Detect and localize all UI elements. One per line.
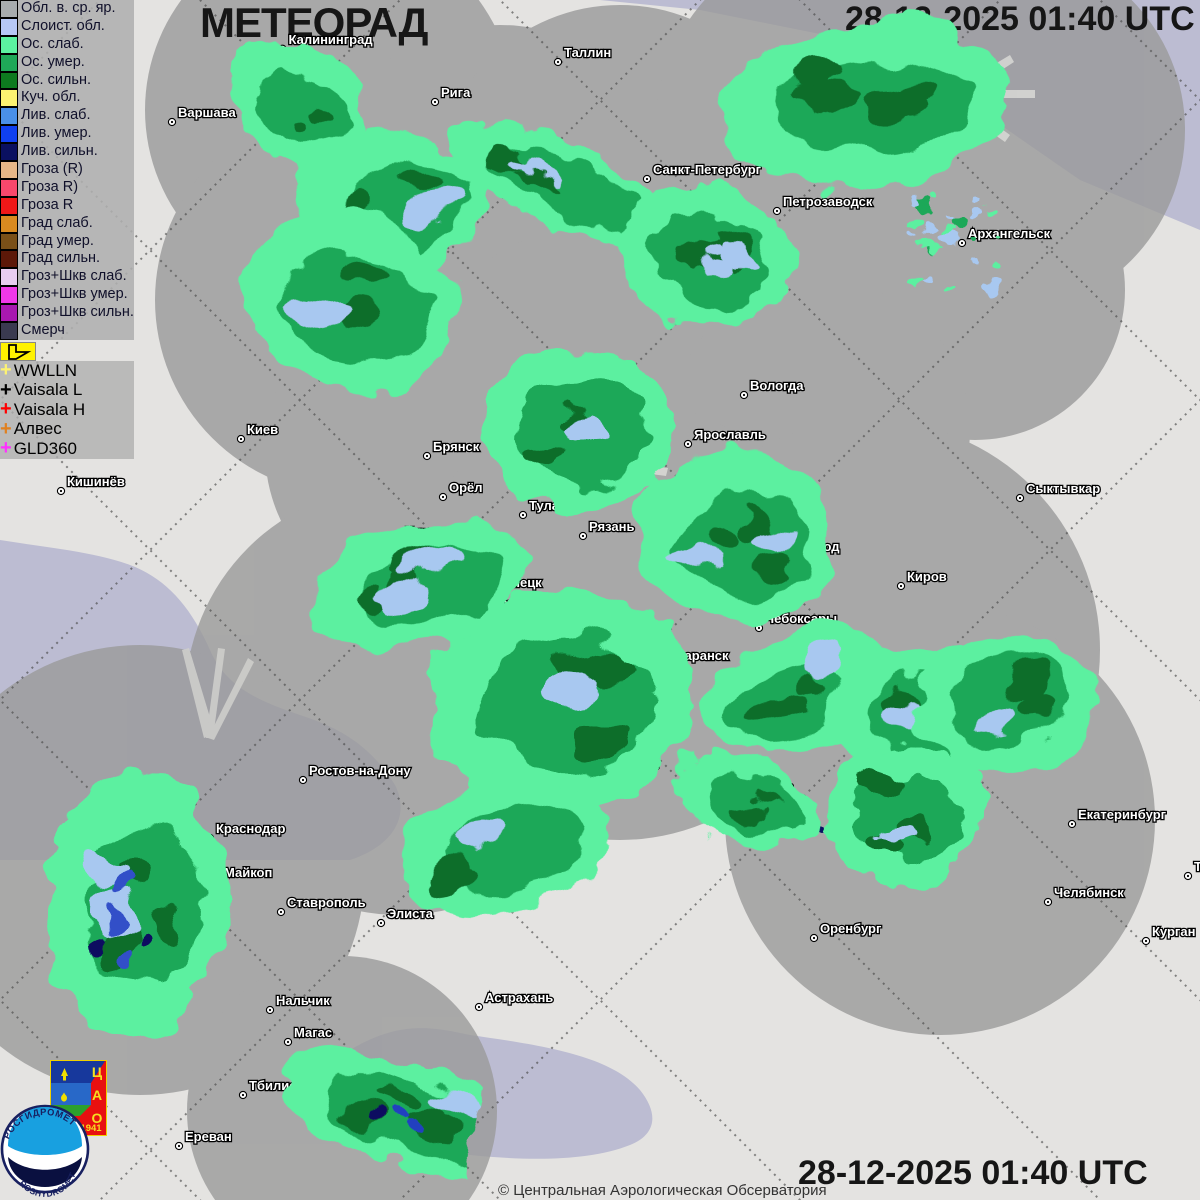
svg-text:Вологда: Вологда <box>750 378 804 393</box>
svg-text:Киев: Киев <box>247 422 278 437</box>
svg-text:Варшава: Варшава <box>178 105 236 120</box>
svg-text:Челябинск: Челябинск <box>1054 885 1124 900</box>
svg-text:А: А <box>92 1087 102 1103</box>
svg-text:Майкоп: Майкоп <box>224 865 272 880</box>
svg-text:Рязань: Рязань <box>589 519 634 534</box>
svg-text:Элиста: Элиста <box>387 906 434 921</box>
svg-text:Ростов-на-Дону: Ростов-на-Дону <box>309 763 411 778</box>
svg-text:Ярославль: Ярославль <box>694 427 766 442</box>
svg-text:Кишинёв: Кишинёв <box>67 474 125 489</box>
svg-text:Краснодар: Краснодар <box>216 821 285 836</box>
svg-text:Сыктывкар: Сыктывкар <box>1026 481 1100 496</box>
svg-text:Астрахань: Астрахань <box>485 990 553 1005</box>
svg-text:Орёл: Орёл <box>449 480 483 495</box>
svg-text:Санкт-Петербург: Санкт-Петербург <box>653 162 762 177</box>
svg-text:Ставрополь: Ставрополь <box>287 895 366 910</box>
svg-text:Оренбург: Оренбург <box>820 921 882 936</box>
svg-text:Нальчик: Нальчик <box>276 993 330 1008</box>
svg-text:© Центральная Аэрологическая О: © Центральная Аэрологическая Обсерватори… <box>498 1182 827 1199</box>
svg-text:28-12-2025 01:40 UTC: 28-12-2025 01:40 UTC <box>798 1154 1148 1192</box>
svg-text:Петрозаводск: Петрозаводск <box>783 194 873 209</box>
svg-text:Ереван: Ереван <box>185 1129 232 1144</box>
svg-text:Калининград: Калининград <box>289 32 374 47</box>
svg-text:Екатеринбург: Екатеринбург <box>1078 807 1167 822</box>
svg-text:Курган: Курган <box>1152 924 1195 939</box>
svg-text:Ц: Ц <box>92 1064 103 1080</box>
svg-text:Брянск: Брянск <box>433 439 480 454</box>
svg-text:Архангельск: Архангельск <box>968 226 1051 241</box>
svg-text:Рига: Рига <box>441 85 471 100</box>
svg-text:Киров: Киров <box>907 569 947 584</box>
svg-text:Таллин: Таллин <box>564 45 611 60</box>
svg-text:Тюмень: Тюмень <box>1194 859 1200 874</box>
svg-text:Магас: Магас <box>294 1025 332 1040</box>
